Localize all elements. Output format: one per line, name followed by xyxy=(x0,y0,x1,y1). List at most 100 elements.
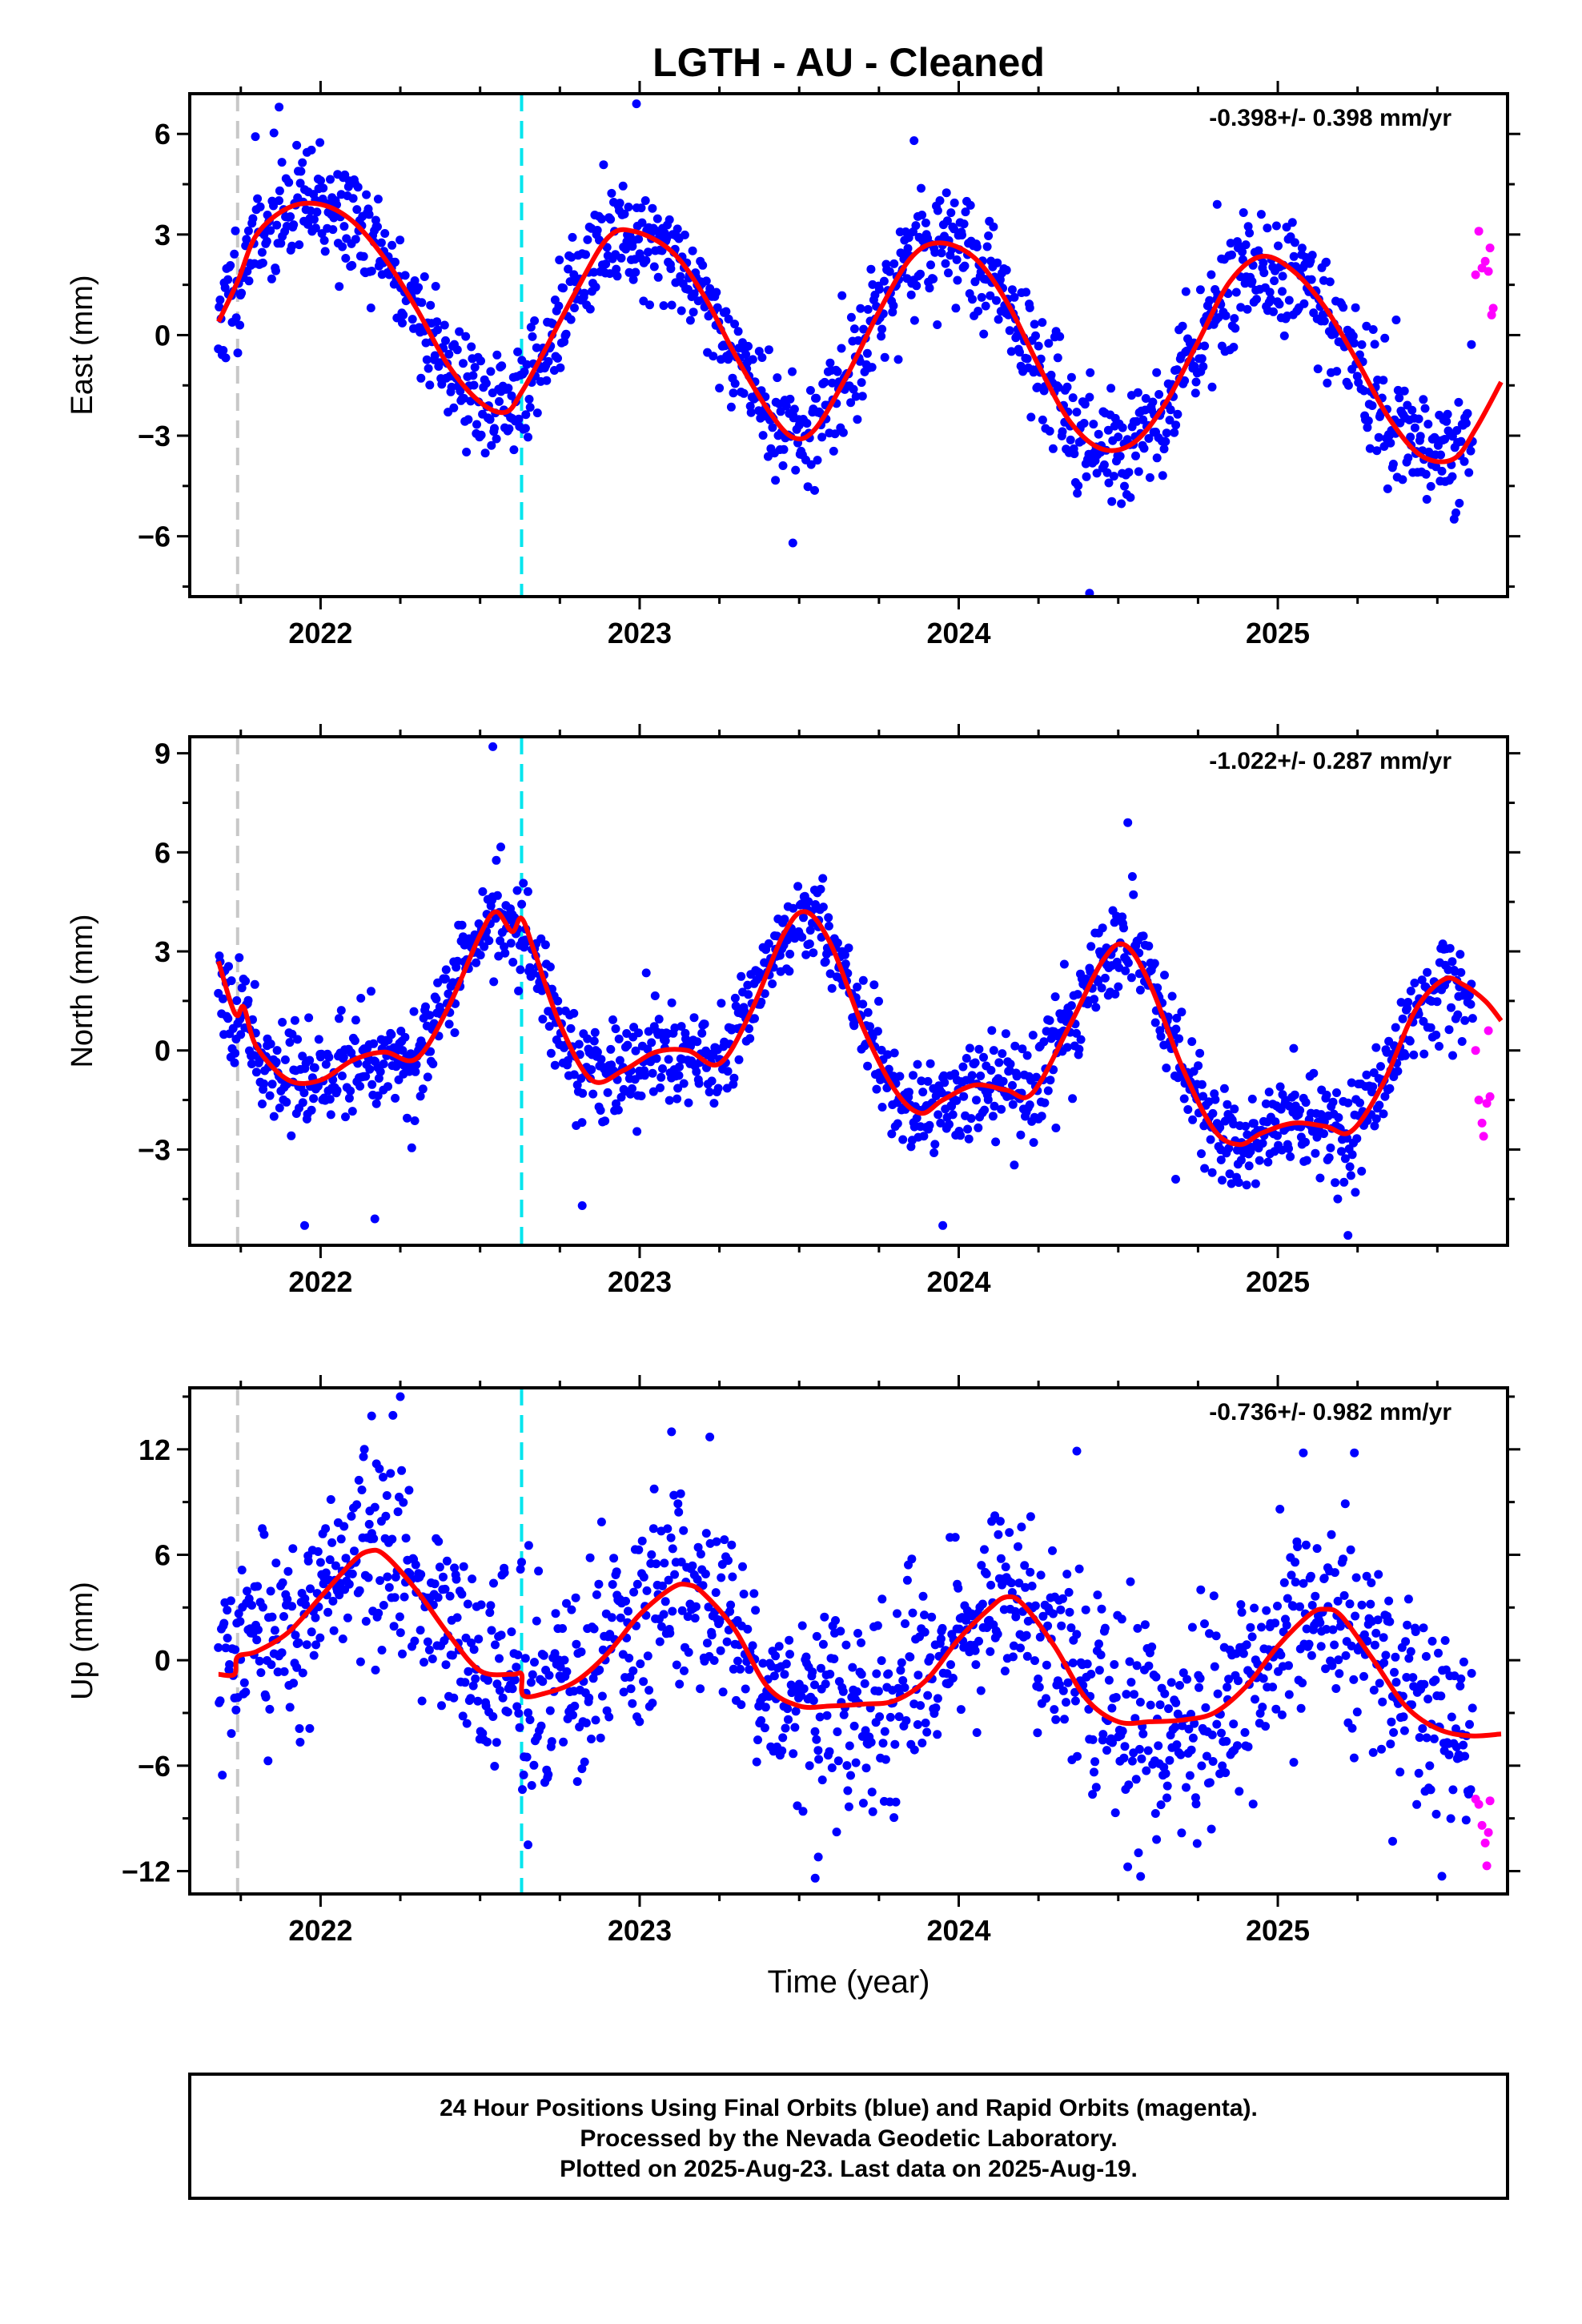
final-point xyxy=(223,275,233,284)
final-point xyxy=(1351,1611,1360,1621)
final-point xyxy=(930,1148,939,1157)
final-point xyxy=(1323,378,1332,388)
final-point xyxy=(1415,1733,1424,1743)
final-point xyxy=(780,915,789,924)
final-point xyxy=(857,392,867,401)
final-point xyxy=(219,346,228,355)
final-point xyxy=(803,482,813,492)
final-point xyxy=(1273,1131,1282,1140)
final-point xyxy=(1339,1554,1348,1564)
final-point xyxy=(649,1484,659,1494)
final-point xyxy=(680,1666,689,1675)
final-point xyxy=(1038,1611,1048,1621)
final-point xyxy=(989,1046,998,1055)
final-point xyxy=(1388,460,1398,468)
final-point xyxy=(1072,1630,1082,1639)
final-point xyxy=(1186,1745,1196,1755)
final-point xyxy=(626,1684,636,1694)
final-point xyxy=(223,1606,232,1615)
final-point xyxy=(858,975,868,985)
final-point xyxy=(258,1602,267,1612)
final-point xyxy=(391,257,400,267)
final-point xyxy=(1333,1194,1343,1204)
final-point xyxy=(1094,429,1103,439)
final-point xyxy=(1362,1571,1371,1581)
final-point xyxy=(809,948,818,958)
final-point xyxy=(1296,1703,1306,1713)
final-point xyxy=(783,1704,793,1714)
final-point xyxy=(889,1072,898,1081)
final-point xyxy=(595,1665,604,1675)
final-point xyxy=(717,1573,726,1582)
final-point xyxy=(546,1048,556,1058)
final-point xyxy=(853,1687,861,1696)
final-point xyxy=(357,1486,367,1494)
final-point xyxy=(673,1094,682,1104)
final-point xyxy=(942,216,952,226)
final-point xyxy=(1328,1097,1338,1107)
rapid-orbit-points xyxy=(1471,227,1498,320)
final-point xyxy=(545,1706,555,1715)
final-point xyxy=(235,953,244,963)
final-point xyxy=(665,1628,675,1638)
final-point xyxy=(1134,1848,1143,1858)
final-point xyxy=(1159,444,1169,454)
final-point xyxy=(476,1600,486,1610)
final-point xyxy=(1143,1746,1153,1755)
final-point xyxy=(746,408,756,417)
final-point xyxy=(1452,508,1460,517)
final-point xyxy=(296,167,306,176)
final-point xyxy=(382,1491,391,1500)
final-point xyxy=(753,1735,762,1745)
final-point xyxy=(359,1452,368,1462)
final-point xyxy=(933,1730,942,1739)
final-point xyxy=(1419,395,1428,404)
final-point xyxy=(1331,1684,1341,1693)
final-point xyxy=(566,315,576,324)
final-point xyxy=(564,264,573,274)
final-point xyxy=(1074,481,1083,490)
final-point xyxy=(496,842,505,852)
final-point xyxy=(1175,1681,1184,1690)
final-point xyxy=(1456,1681,1465,1691)
final-point xyxy=(492,350,502,360)
final-point xyxy=(336,1006,346,1015)
final-point xyxy=(1347,1078,1356,1088)
final-point xyxy=(628,275,638,284)
final-point xyxy=(347,1569,357,1578)
final-point xyxy=(1125,1657,1134,1667)
final-point xyxy=(752,1757,761,1767)
final-point xyxy=(877,332,886,341)
final-point xyxy=(879,276,889,286)
final-point xyxy=(1139,444,1149,453)
final-point xyxy=(640,1071,649,1080)
final-point xyxy=(798,1807,808,1816)
final-point xyxy=(974,1044,984,1054)
final-point xyxy=(1419,1049,1429,1059)
final-point xyxy=(1110,1808,1120,1818)
final-point xyxy=(1291,1578,1300,1587)
final-point xyxy=(936,1118,946,1128)
final-point xyxy=(583,1034,592,1043)
final-point xyxy=(647,1550,656,1559)
final-point xyxy=(853,1629,862,1638)
final-point xyxy=(1408,1673,1418,1683)
final-point xyxy=(1009,1652,1018,1662)
final-point xyxy=(1025,303,1034,312)
final-point xyxy=(1261,1722,1271,1731)
final-point xyxy=(327,1538,337,1547)
final-point xyxy=(450,1563,460,1573)
final-point xyxy=(1182,1783,1191,1792)
final-point xyxy=(648,1068,657,1078)
final-point xyxy=(859,324,869,334)
final-point xyxy=(1239,1649,1248,1659)
final-point xyxy=(1419,1679,1429,1689)
final-point xyxy=(466,1694,476,1703)
final-point xyxy=(350,1546,359,1556)
rapid-point xyxy=(1477,1118,1487,1128)
final-point xyxy=(721,307,731,316)
final-point xyxy=(444,349,454,359)
final-point xyxy=(1410,979,1419,987)
final-point xyxy=(1403,1620,1412,1630)
